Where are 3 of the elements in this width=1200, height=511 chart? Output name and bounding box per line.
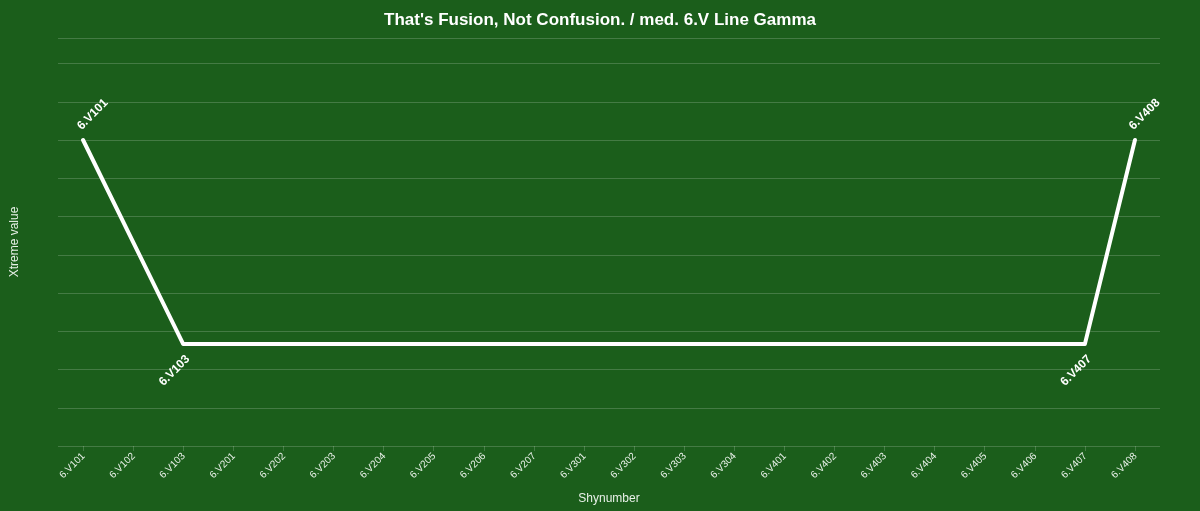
y-axis-title: Xtreme value bbox=[7, 206, 21, 278]
x-axis-title: Shynumber bbox=[578, 491, 640, 505]
chart-title: That's Fusion, Not Confusion. / med. 6.V Line Gamma bbox=[384, 10, 817, 29]
